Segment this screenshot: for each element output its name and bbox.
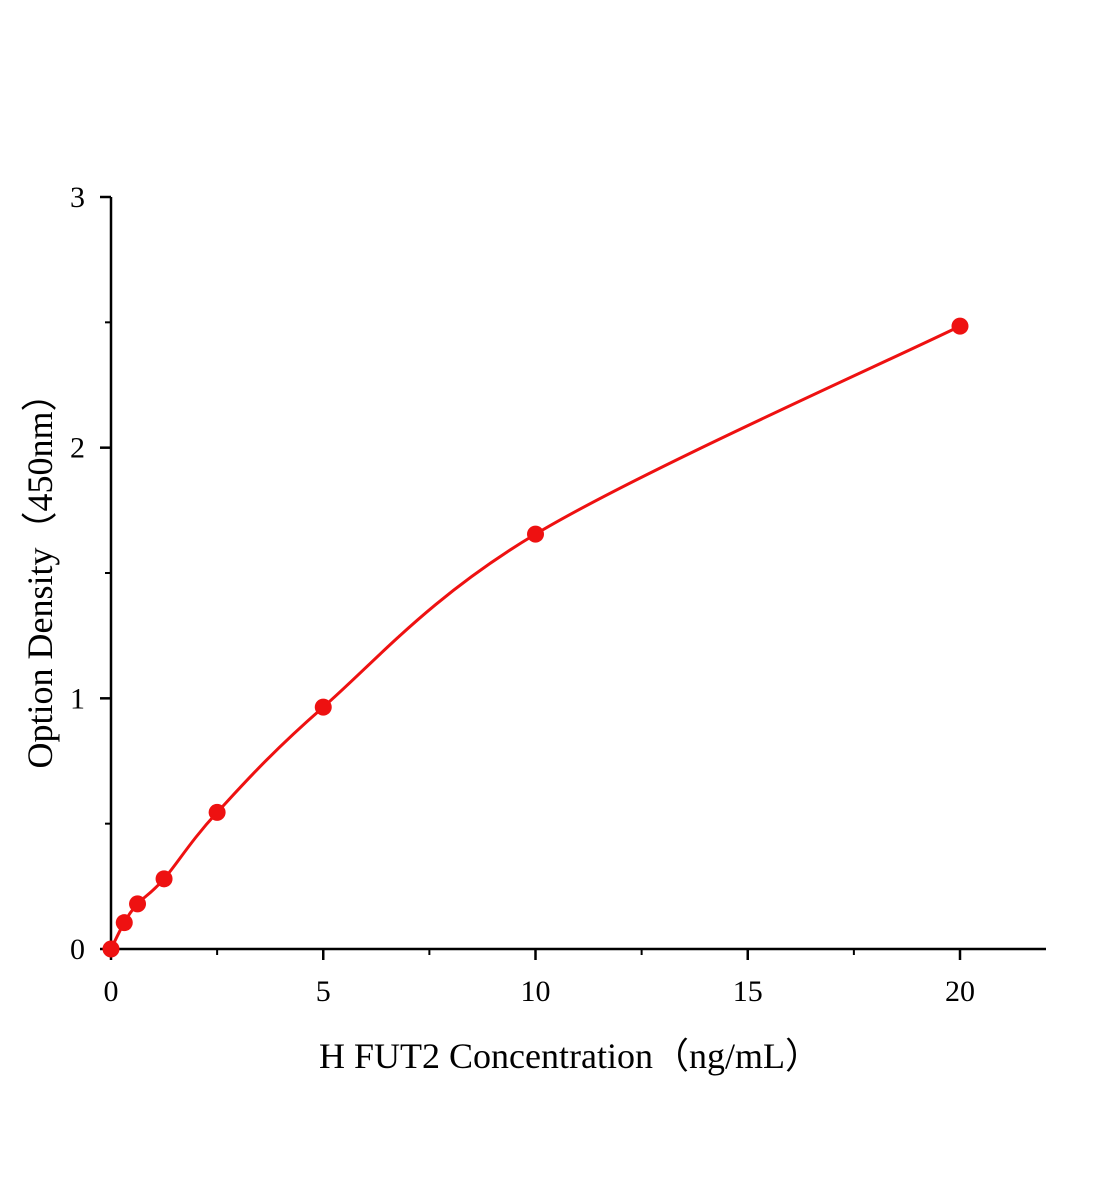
data-point (314, 698, 332, 716)
y-tick-label: 1 (70, 682, 85, 715)
y-axis-label: Option Density（450nm） (20, 376, 60, 769)
y-tick-label: 2 (70, 432, 85, 465)
data-point (951, 317, 969, 335)
axes: 0 5 10 15 20 0 1 2 3 (70, 181, 1046, 1008)
data-point (527, 525, 544, 543)
x-tick-label: 15 (733, 975, 763, 1008)
y-tick-label: 0 (70, 933, 85, 966)
x-tick-label: 5 (316, 975, 331, 1008)
fit-curve (109, 324, 961, 950)
data-point (208, 803, 226, 821)
x-tick-label: 20 (945, 975, 975, 1008)
y-tick-label: 3 (70, 181, 85, 214)
x-tick-label: 10 (521, 975, 551, 1008)
data-point (155, 870, 173, 888)
data-point (129, 895, 147, 913)
data-points (102, 317, 969, 958)
data-point (102, 940, 120, 958)
data-point (115, 914, 133, 932)
x-tick-label: 0 (104, 975, 119, 1008)
x-axis-label: H FUT2 Concentration（ng/mL） (319, 1036, 821, 1076)
